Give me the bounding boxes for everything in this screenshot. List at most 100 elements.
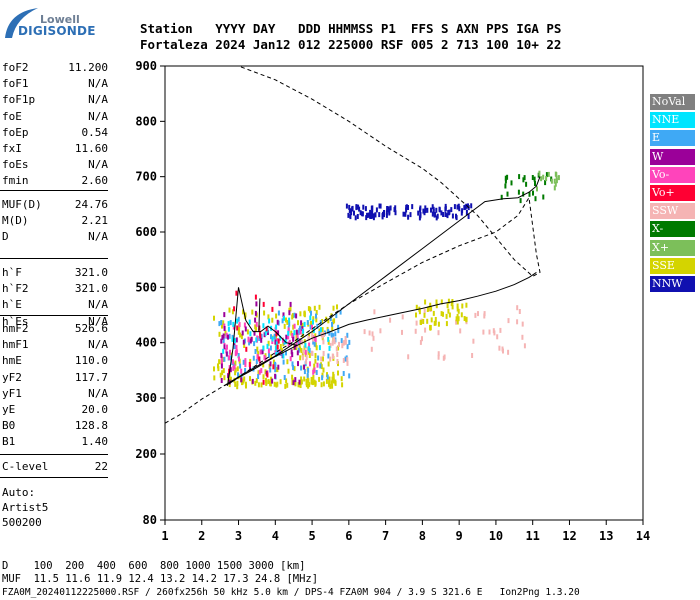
echo-point: [456, 303, 459, 309]
param-label: fmin: [2, 174, 29, 188]
echo-point: [276, 344, 279, 350]
echo-point: [319, 327, 322, 333]
param-value: N/A: [88, 158, 108, 172]
echo-point: [333, 337, 336, 343]
echo-point: [255, 301, 258, 307]
echo-point: [292, 380, 295, 386]
echo-point: [254, 349, 257, 354]
param-label: C-level: [2, 460, 49, 473]
echo-point: [305, 354, 308, 360]
echo-point: [542, 194, 545, 200]
echo-point: [326, 374, 329, 380]
echo-point: [415, 304, 418, 310]
echo-point: [385, 210, 388, 216]
echo-point: [275, 335, 277, 341]
echo-point: [447, 210, 450, 215]
param-value: 22: [94, 460, 108, 473]
echo-point: [435, 303, 438, 309]
autoscale-line1: Auto:: [2, 486, 36, 499]
echo-point: [299, 346, 302, 352]
echo-point: [221, 370, 224, 376]
y-tick-label: 800: [135, 114, 157, 128]
echo-point: [394, 210, 397, 216]
echo-point: [342, 371, 345, 376]
echo-point: [242, 339, 245, 345]
low-frequency-trace-branch: [227, 287, 298, 386]
echo-point: [243, 338, 246, 344]
echo-point: [297, 361, 299, 367]
echo-point: [244, 312, 247, 318]
echo-point: [234, 360, 237, 366]
param-value: 20.0: [81, 403, 109, 416]
echo-point: [474, 312, 477, 318]
echo-point: [461, 208, 464, 214]
param-label: foEp: [2, 125, 29, 139]
echo-point: [267, 314, 270, 320]
echo-point: [292, 324, 295, 330]
echo-point: [235, 290, 238, 296]
echo-point: [409, 212, 412, 218]
echo-point: [320, 382, 323, 388]
echo-point: [432, 208, 435, 214]
echo-point: [289, 356, 292, 362]
echo-point: [278, 301, 281, 307]
echo-point: [245, 346, 248, 352]
echo-point: [327, 361, 330, 367]
echo-point: [310, 379, 313, 385]
echo-point: [241, 380, 243, 386]
echo-point: [236, 366, 239, 372]
echo-point: [458, 206, 461, 212]
echo-point: [329, 383, 332, 389]
echo-point: [381, 213, 384, 219]
echo-point: [308, 332, 311, 338]
echo-point: [255, 321, 258, 327]
param-value: 117.7: [74, 370, 108, 384]
echo-point: [315, 310, 318, 315]
echo-point: [332, 371, 335, 377]
echo-point: [362, 204, 365, 210]
echo-point: [239, 332, 242, 338]
param-label: foE: [2, 109, 22, 123]
param-c-level: C-level 22: [2, 460, 108, 473]
echo-point: [341, 343, 344, 349]
echo-point: [249, 358, 252, 364]
echo-point: [436, 213, 439, 219]
echo-point: [279, 335, 282, 341]
echo-point: [506, 191, 509, 197]
echo-point: [332, 378, 335, 384]
echo-point: [423, 308, 426, 314]
param-separator: [0, 258, 108, 259]
echo-point: [308, 353, 311, 358]
echo-point: [531, 175, 534, 180]
echo-point: [274, 361, 276, 367]
echo-point: [477, 311, 479, 317]
echo-point: [291, 314, 294, 320]
echo-point: [263, 310, 266, 316]
echo-point: [434, 317, 437, 322]
echo-point: [294, 381, 297, 387]
echo-point: [445, 313, 448, 319]
y-tick-label: 80: [143, 513, 157, 527]
echo-point: [459, 328, 462, 334]
echo-point: [325, 378, 328, 384]
echo-point: [229, 320, 232, 326]
echo-point: [504, 183, 507, 189]
echo-point: [257, 382, 260, 388]
echo-point: [334, 380, 337, 386]
echo-point: [310, 310, 312, 316]
legend-item-vo-: Vo-: [650, 166, 695, 183]
echo-point: [276, 319, 279, 325]
echo-point: [283, 375, 286, 380]
echo-point: [257, 370, 260, 376]
x-tick-label: 9: [456, 529, 463, 543]
echo-point: [467, 214, 470, 219]
echo-point: [220, 378, 223, 383]
echo-point: [307, 336, 310, 342]
echo-point: [272, 359, 275, 365]
echo-point: [417, 210, 420, 216]
echo-point: [371, 210, 374, 216]
echo-point: [240, 334, 243, 340]
echo-point: [336, 352, 339, 357]
echo-point: [446, 213, 449, 219]
param-label: B1: [2, 435, 16, 449]
